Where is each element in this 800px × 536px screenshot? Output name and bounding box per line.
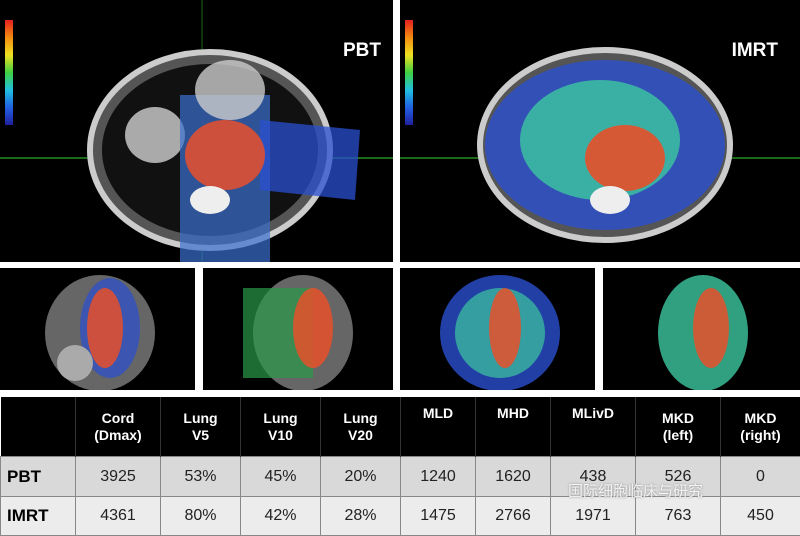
row-label: PBT (1, 457, 76, 497)
table-cell: 1240 (401, 457, 476, 497)
table-cell: 45% (241, 457, 321, 497)
pbt-axial-ct-image (0, 0, 393, 262)
pbt-axial-panel: PBT (0, 0, 393, 262)
header-cell: MLivD (551, 397, 636, 457)
table-cell: 20% (321, 457, 401, 497)
dose-colorbar (405, 20, 413, 125)
table-cell: 763 (636, 497, 721, 536)
table-cell: 53% (161, 457, 241, 497)
header-cell: MKD(right) (721, 397, 800, 457)
table-cell: 1620 (476, 457, 551, 497)
table-cell: 3925 (76, 457, 161, 497)
header-cell: Cord(Dmax) (76, 397, 161, 457)
header-cell: MLD (401, 397, 476, 457)
table-cell: 42% (241, 497, 321, 536)
watermark: 国际细胞临床与研究 (568, 480, 703, 501)
table-cell: 2766 (476, 497, 551, 536)
imrt-sagittal-panel (603, 268, 800, 390)
table-row-imrt: IMRT 4361 80% 42% 28% 1475 2766 1971 763… (1, 497, 800, 536)
table-cell: 28% (321, 497, 401, 536)
imrt-coronal-panel (400, 268, 595, 390)
pbt-sagittal-panel (203, 268, 393, 390)
table-cell: 1475 (401, 497, 476, 536)
pbt-label: PBT (343, 40, 381, 62)
header-cell: MKD(left) (636, 397, 721, 457)
table-cell: 1971 (551, 497, 636, 536)
dose-colorbar (5, 20, 13, 125)
imrt-axial-panel: IMRT (400, 0, 800, 262)
header-cell (1, 397, 76, 457)
imrt-label: IMRT (732, 40, 778, 62)
header-cell: MHD (476, 397, 551, 457)
row-label: IMRT (1, 497, 76, 536)
table-cell: 450 (721, 497, 800, 536)
table-cell: 0 (721, 457, 800, 497)
pbt-coronal-panel (0, 268, 195, 390)
table-cell: 80% (161, 497, 241, 536)
table-cell: 4361 (76, 497, 161, 536)
